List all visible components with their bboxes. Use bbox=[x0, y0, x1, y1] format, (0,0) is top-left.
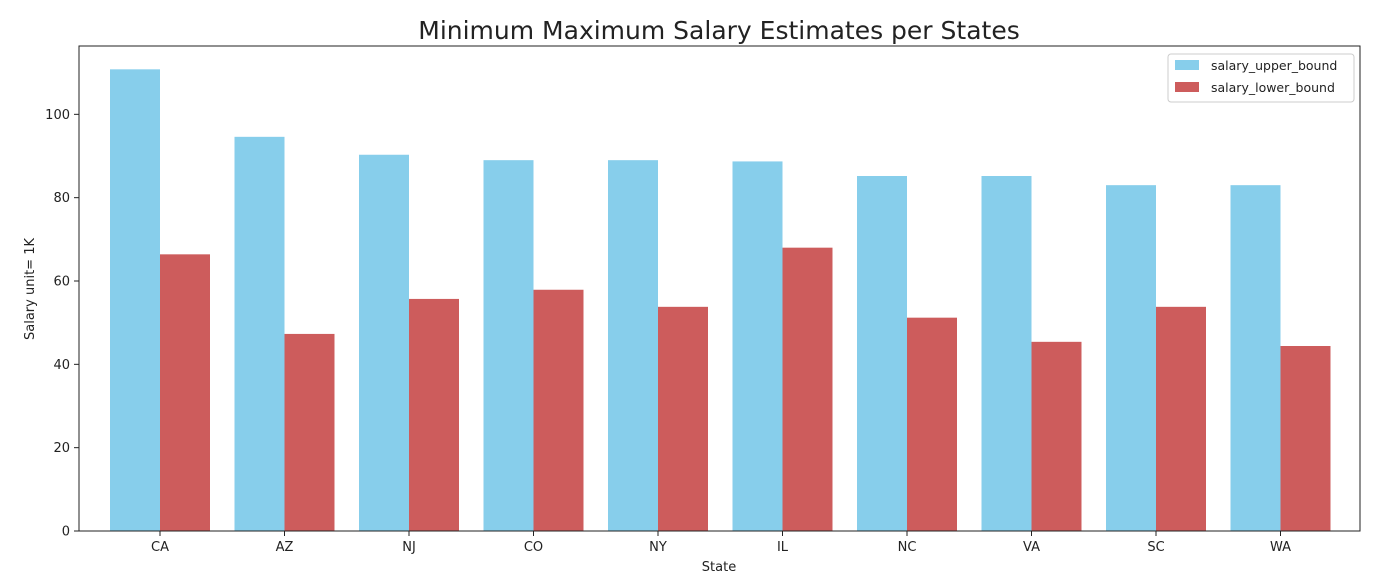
bar-lower-co bbox=[533, 289, 584, 531]
x-tick-label: SC bbox=[1147, 540, 1164, 555]
bar-lower-wa bbox=[1280, 346, 1331, 531]
bar-lower-va bbox=[1031, 341, 1082, 531]
bar-upper-nj bbox=[359, 154, 409, 531]
x-tick-label: AZ bbox=[276, 540, 294, 555]
x-tick-label: NC bbox=[898, 540, 917, 555]
bar-upper-co bbox=[483, 160, 534, 532]
chart-title: Minimum Maximum Salary Estimates per Sta… bbox=[418, 16, 1019, 45]
bar-lower-ny bbox=[658, 306, 708, 531]
x-tick-label: CA bbox=[151, 540, 169, 555]
x-tick-label: NJ bbox=[402, 540, 416, 555]
x-tick-label: VA bbox=[1023, 540, 1040, 555]
x-axis: CA AZ NJ CO NY IL NC VA SC WA bbox=[151, 531, 1291, 555]
bar-upper-ca bbox=[110, 69, 160, 531]
plot-frame bbox=[78, 45, 1361, 532]
y-tick-label: 20 bbox=[53, 441, 70, 456]
bar-lower-sc bbox=[1156, 306, 1206, 531]
x-tick-label: CO bbox=[524, 540, 543, 555]
bars-layer bbox=[110, 69, 1331, 532]
bar-lower-nj bbox=[409, 298, 459, 531]
bar-upper-va bbox=[981, 176, 1032, 531]
bar-lower-nc bbox=[907, 317, 957, 531]
y-tick-label: 0 bbox=[62, 525, 70, 540]
bar-upper-ny bbox=[608, 160, 658, 532]
y-tick-label: 60 bbox=[53, 275, 70, 290]
legend-swatch-lower bbox=[1175, 82, 1199, 92]
bar-lower-ca bbox=[160, 254, 210, 531]
bar-upper-wa bbox=[1230, 185, 1281, 532]
bar-lower-il bbox=[782, 247, 833, 532]
legend-frame bbox=[1167, 53, 1355, 103]
bar-upper-il bbox=[732, 161, 783, 532]
legend-swatch-upper bbox=[1175, 60, 1199, 70]
bar-upper-nc bbox=[857, 176, 907, 531]
x-tick-label: WA bbox=[1270, 540, 1291, 555]
y-tick-label: 100 bbox=[45, 108, 70, 123]
x-tick-label: IL bbox=[777, 540, 789, 555]
x-axis-label: State bbox=[702, 560, 736, 575]
x-tick-label: NY bbox=[649, 540, 667, 555]
legend: salary_upper_bound salary_lower_bound bbox=[1167, 53, 1355, 103]
bar-upper-az bbox=[234, 136, 285, 531]
legend-label-lower: salary_lower_bound bbox=[1211, 80, 1335, 95]
y-tick-label: 80 bbox=[53, 191, 70, 206]
y-axis: 0 20 40 60 80 100 bbox=[45, 108, 79, 540]
bar-upper-sc bbox=[1106, 185, 1156, 532]
bar-lower-az bbox=[284, 333, 335, 531]
legend-label-upper: salary_upper_bound bbox=[1211, 58, 1337, 73]
y-tick-label: 40 bbox=[53, 358, 70, 373]
y-axis-label: Salary unit= 1K bbox=[23, 238, 38, 340]
